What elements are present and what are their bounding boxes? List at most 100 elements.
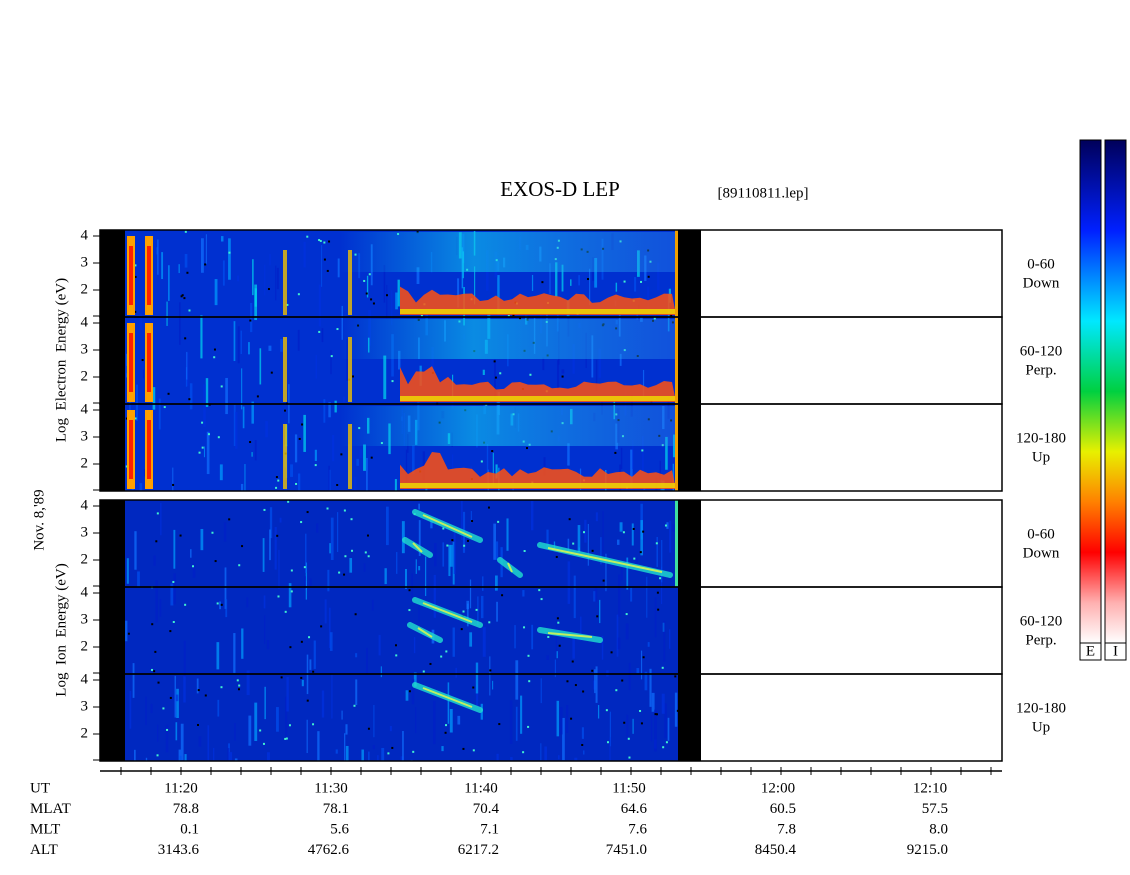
speckle [523,626,526,629]
speckle [570,717,573,720]
texture [265,421,268,438]
speckle [172,620,175,623]
texture [134,531,137,570]
speckle [350,518,353,521]
speckle [591,549,594,552]
texture [241,628,244,659]
texture [602,511,604,554]
speckle [385,294,388,297]
texture [153,555,156,566]
speckle [526,447,529,450]
speckle [639,551,642,554]
texture [314,449,317,461]
group-axis-label: Log Ion Energy (eV) [53,563,69,696]
pitch-direction: Perp. [1025,632,1056,648]
texture [628,662,631,691]
texture [486,443,489,486]
speckle [270,371,273,374]
texture [404,568,408,589]
ion-streak-core [547,632,593,638]
speckle [493,360,496,363]
texture [397,279,400,307]
hot-band [400,286,676,315]
texture [615,282,618,292]
orbit-value: 6217.2 [458,842,499,858]
texture [411,679,415,705]
texture [515,706,518,741]
texture [644,671,648,691]
speckle [154,650,157,653]
energy-tick-label: 2 [81,455,89,471]
speckle [497,520,500,523]
texture [180,723,184,761]
texture [198,736,202,747]
spike [283,337,287,402]
texture [237,275,240,282]
texture [561,264,564,292]
speckle [499,372,502,375]
energy-tick-label: 4 [81,584,89,600]
ion-streak-core [422,687,473,708]
texture [448,544,451,577]
speckle [440,655,443,658]
time-axis: UT 11:20 11:30 11:40 11:50 12:00 12:10 MLAT 78.8… [30,767,1002,858]
texture [155,580,158,623]
texture [345,745,349,761]
texture [466,600,470,610]
speckle [207,433,210,436]
texture [600,537,602,565]
speckle [214,560,217,563]
texture [301,679,304,687]
texture [336,512,339,553]
speckle [284,610,287,613]
texture [160,502,162,536]
texture [386,284,388,319]
texture [654,709,657,752]
texture [175,722,178,741]
texture [572,636,575,659]
texture [196,678,199,694]
speckle [420,314,423,317]
texture [413,672,417,687]
speckle [602,579,605,582]
texture [425,556,427,597]
texture [324,599,327,624]
texture [620,447,623,470]
orbit-value: 7.1 [480,821,499,837]
texture [248,342,250,355]
texture [589,268,591,306]
texture [309,578,312,586]
pitch-direction: Up [1032,719,1050,735]
texture [640,520,643,556]
speckle [540,598,543,601]
speckle [556,617,559,620]
texture [584,519,587,543]
colorbar [1104,139,1127,644]
texture [570,279,572,286]
texture [561,369,565,374]
texture [449,544,453,567]
texture [380,666,382,678]
texture [632,718,634,734]
texture [495,541,499,561]
texture [368,751,370,761]
texture [430,519,433,529]
speckle [259,729,262,732]
texture [269,529,271,561]
orbit-value: 78.1 [323,801,349,817]
texture [595,359,598,392]
texture [405,690,409,701]
texture [225,377,228,415]
texture [178,749,181,761]
orbit-value: 8.0 [929,821,948,837]
texture [223,522,227,542]
speckle [169,630,172,633]
texture [667,717,670,741]
speckle [367,727,370,730]
panel-group: 4 3 2 0-60 Down 4 3 2 60-120 Perp. 4 3 2 120-180 Up Log… [53,497,1066,762]
speckle [657,608,660,611]
texture [431,347,434,372]
texture [125,620,128,642]
texture [157,239,159,275]
texture [246,670,250,696]
